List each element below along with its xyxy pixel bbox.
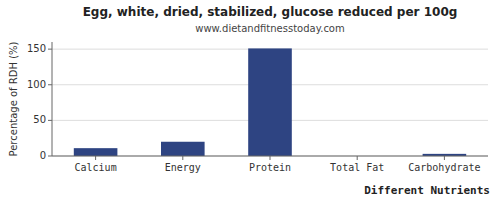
chart-container: 0 50 100 150 Calcium Energy Protein Total Fat Ca… (0, 0, 500, 200)
bar (74, 148, 118, 156)
bar (161, 142, 205, 156)
x-tick (357, 156, 358, 160)
bar (248, 48, 292, 156)
y-tick (48, 49, 52, 50)
y-tick (48, 120, 52, 121)
y-tick-label: 50 (33, 114, 46, 125)
x-tick-label: Carbohydrate (408, 162, 480, 173)
y-tick-label: 100 (27, 79, 46, 90)
bars (74, 48, 466, 156)
y-tick-label: 150 (27, 43, 46, 54)
y-axis-label: Percentage of RDH (%) (8, 41, 19, 156)
y-axis-line (52, 42, 53, 156)
y-tick-label: 0 (40, 150, 46, 161)
axes: 0 50 100 150 Calcium Energy Protein Total Fat Ca… (27, 42, 488, 173)
y-tick (48, 156, 52, 157)
x-tick-label: Calcium (75, 162, 117, 173)
grid (52, 49, 488, 156)
x-tick-label: Total Fat (330, 162, 384, 173)
y-tick (48, 84, 52, 85)
x-tick (270, 156, 271, 160)
x-axis-label: Different Nutrients (364, 184, 490, 197)
title: Egg, white, dried, stabilized, glucose r… (83, 5, 458, 19)
x-tick-label: Protein (249, 162, 291, 173)
x-tick (95, 156, 96, 160)
x-tick (182, 156, 183, 160)
chart: 0 50 100 150 Calcium Energy Protein Total Fat Ca… (0, 0, 500, 200)
subtitle: www.dietandfitnesstoday.com (195, 23, 344, 34)
x-tick-label: Energy (165, 162, 201, 173)
x-tick (444, 156, 445, 160)
